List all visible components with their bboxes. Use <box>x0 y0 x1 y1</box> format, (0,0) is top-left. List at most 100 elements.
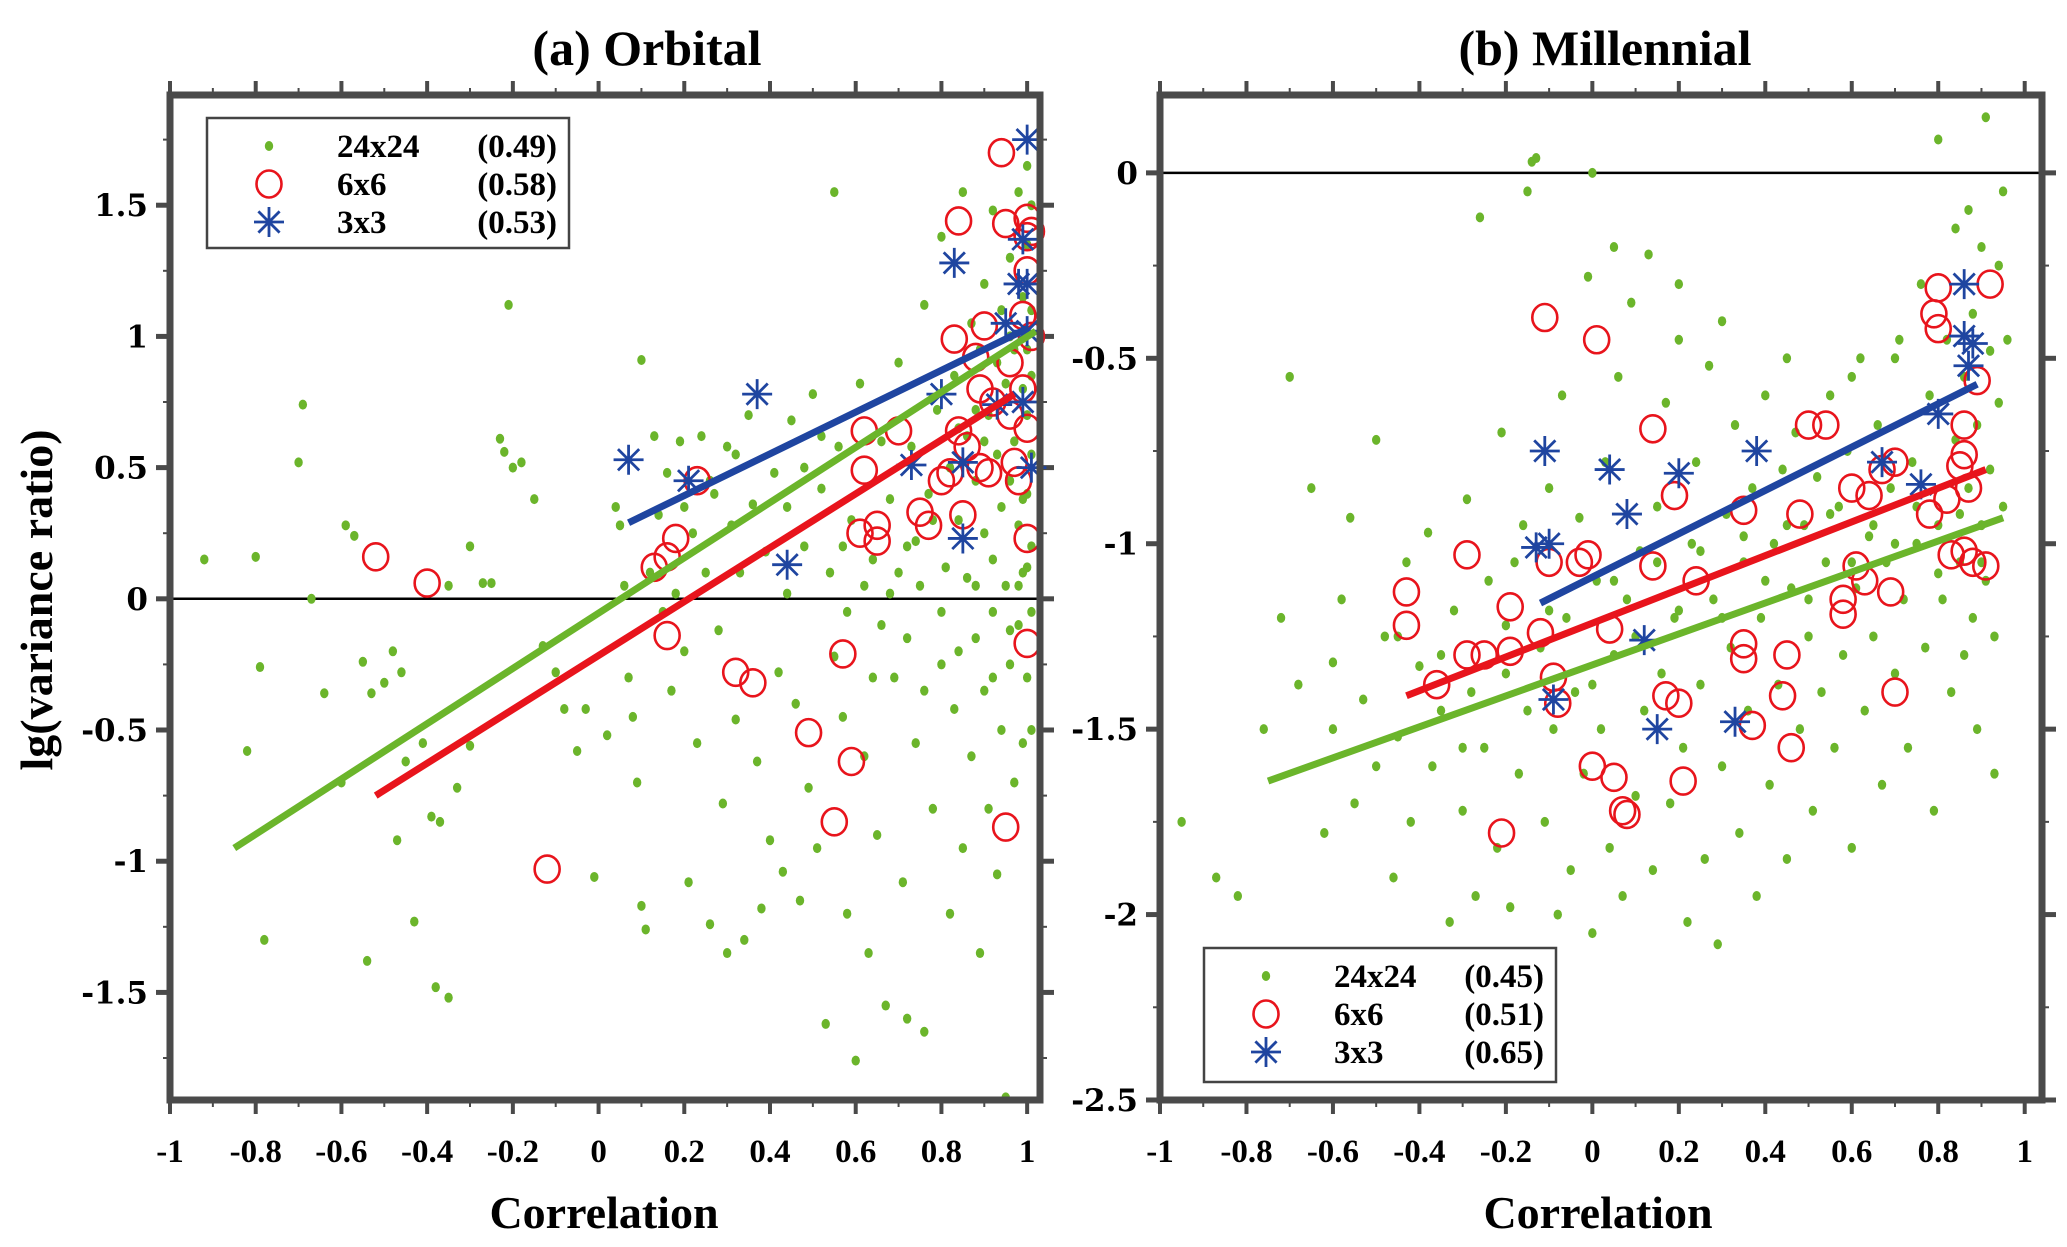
data-point <box>950 704 959 715</box>
data-point <box>1895 334 1904 345</box>
data-point <box>1985 345 1995 356</box>
data-point <box>937 606 946 617</box>
data-point <box>1553 909 1562 920</box>
data-point <box>1027 725 1036 736</box>
data-point <box>1674 334 1684 345</box>
data-point <box>1596 724 1606 735</box>
data-point <box>954 515 963 526</box>
star-marker-glyph <box>1251 1037 1281 1067</box>
data-point <box>992 869 1002 880</box>
legend-box <box>205 116 571 250</box>
fit-line-3x3 <box>1538 381 1979 607</box>
data-point <box>812 843 822 854</box>
data-point <box>533 854 561 884</box>
data-point <box>1847 842 1856 853</box>
fit-line-24x24 <box>232 328 1038 852</box>
data-point <box>902 541 912 552</box>
data-point <box>962 572 972 583</box>
data-point <box>1611 499 1642 530</box>
data-point <box>1653 557 1662 568</box>
data-point <box>1605 842 1614 853</box>
data-point <box>1014 620 1023 631</box>
x-tick-label: 0.8 <box>1918 1134 1959 1170</box>
data-point <box>794 717 823 748</box>
data-point <box>530 494 539 505</box>
data-point <box>991 812 1020 842</box>
data-point <box>478 578 488 589</box>
data-point <box>401 756 410 767</box>
panel-title: (b) Millennial <box>1458 20 1751 76</box>
data-point <box>722 441 732 452</box>
y-axis-label: lg(variance ratio) <box>11 429 62 770</box>
data-point <box>465 740 475 751</box>
data-point <box>1661 397 1671 408</box>
data-point <box>722 948 732 959</box>
x-tick-label: 0.2 <box>664 1134 705 1170</box>
x-tick-label: 0.4 <box>1745 1134 1786 1170</box>
data-point <box>1955 509 1965 520</box>
data-point <box>1631 790 1640 801</box>
legend-correlation: (0.53) <box>477 205 557 241</box>
data-point <box>971 633 980 644</box>
data-point <box>1276 612 1286 623</box>
data-point <box>885 494 895 505</box>
fit-line-6x6 <box>1405 466 1988 700</box>
data-point <box>991 208 1020 239</box>
axes-frame <box>166 91 1044 1104</box>
data-point <box>1487 818 1516 848</box>
data-point <box>1609 575 1619 586</box>
data-point <box>1717 761 1727 772</box>
data-point <box>1990 768 1999 779</box>
x-tick-label: 0.2 <box>1658 1134 1699 1170</box>
data-point <box>1012 124 1043 155</box>
data-point <box>1582 324 1611 355</box>
data-point <box>675 436 685 447</box>
data-point <box>1985 464 1995 475</box>
data-point <box>1981 112 1990 123</box>
data-point <box>1496 591 1525 622</box>
data-point <box>367 688 376 699</box>
data-point <box>804 782 813 793</box>
data-point <box>671 588 680 599</box>
data-point <box>650 431 659 442</box>
data-point <box>988 606 998 617</box>
x-tick-label: -0.2 <box>487 1134 539 1170</box>
data-point <box>680 646 689 657</box>
data-point <box>1613 799 1641 830</box>
data-point <box>1549 724 1558 735</box>
data-point <box>1007 387 1038 418</box>
series-6x6 <box>361 137 1046 884</box>
data-point <box>1687 538 1696 549</box>
data-point <box>1467 687 1476 698</box>
data-point <box>1834 501 1843 512</box>
data-point <box>1964 483 1973 494</box>
data-point <box>641 924 650 935</box>
data-point <box>1017 216 1046 247</box>
data-point <box>251 551 260 562</box>
x-tick-label: -0.4 <box>401 1134 453 1170</box>
data-point <box>1392 577 1421 607</box>
data-point <box>1867 447 1898 478</box>
data-point <box>838 541 848 552</box>
data-point <box>1436 649 1446 660</box>
data-point <box>1953 350 1984 381</box>
data-point <box>1777 732 1806 763</box>
data-point <box>971 404 980 415</box>
data-point <box>1968 308 1978 319</box>
data-point <box>1663 458 1694 489</box>
x-tick-label: -0.6 <box>1307 1134 1359 1170</box>
circle-marker-icon <box>1252 999 1280 1029</box>
data-point <box>825 567 835 578</box>
data-point <box>894 567 903 578</box>
data-point <box>1934 134 1943 145</box>
y-tick-label: 0 <box>1116 156 1138 192</box>
x-tick-label: 0.6 <box>835 1134 876 1170</box>
circle-marker-glyph <box>1252 999 1280 1029</box>
data-point <box>1328 724 1338 735</box>
data-point <box>850 455 879 486</box>
data-point <box>1769 538 1779 549</box>
data-point <box>920 685 929 696</box>
data-point <box>958 843 968 854</box>
y-tick-label: 0 <box>126 582 148 618</box>
legend-correlation: (0.49) <box>477 129 557 165</box>
